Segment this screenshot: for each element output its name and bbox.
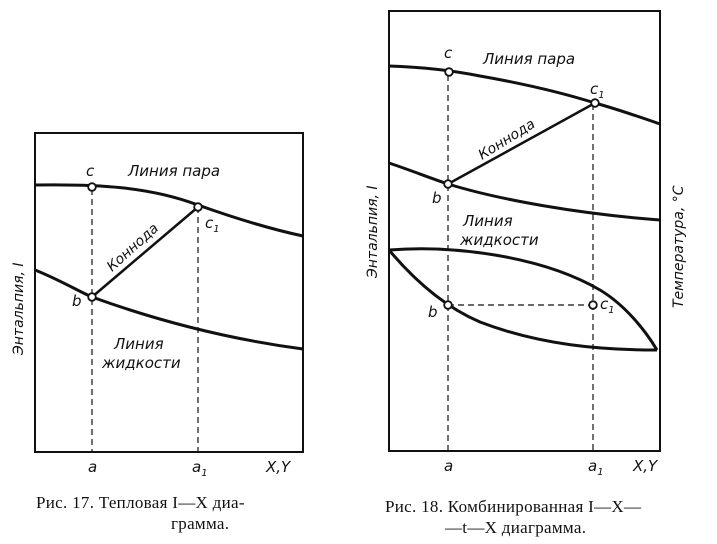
figure-17: c c1 b Линия пара Коннода Линия жидкости… xyxy=(11,132,304,479)
fig18-point-b xyxy=(443,179,453,189)
fig18-frame xyxy=(388,10,661,452)
fig18-point-c1-label: c1 xyxy=(590,80,605,101)
fig18-x-tick-a1: a1 xyxy=(588,457,604,478)
fig17-point-c1-label: c1 xyxy=(205,214,220,235)
fig17-liquid-line-label-1: Линия xyxy=(113,335,164,353)
fig17-vapor-line-label: Линия пара xyxy=(127,162,220,180)
figure-18: c Линия пара c1 Коннода b Линия жидкости… xyxy=(365,10,687,478)
fig18-point-c1-bottom xyxy=(588,300,598,310)
fig17-tie-line-label: Коннода xyxy=(104,220,162,274)
fig18-y-axis-label: Энтальпия, I xyxy=(365,185,381,279)
fig17-caption-line1: Рис. 17. Тепловая I—X диа- xyxy=(36,493,245,512)
fig17-point-c-label: c xyxy=(86,162,95,180)
fig17-x-axis-label: X,Y xyxy=(265,458,292,476)
fig18-caption-line1: Рис. 18. Комбинированная I—X— xyxy=(385,497,642,516)
fig18-right-axis-label: Температура, °С xyxy=(671,185,687,308)
fig18-liquid-line-label-1: Линия xyxy=(462,212,513,230)
fig18-dew-curve xyxy=(388,247,659,351)
fig18-point-c-label: c xyxy=(444,44,453,62)
fig17-x-tick-a1: a1 xyxy=(192,458,208,479)
fig18-point-b-bottom xyxy=(443,300,453,310)
fig18-liquid-line xyxy=(388,161,661,222)
fig18-point-b-label: b xyxy=(432,189,442,207)
fig17-point-c xyxy=(87,182,97,192)
fig17-y-axis-label: Энтальпия, I xyxy=(11,262,27,356)
fig17-liquid-line-label-2: жидкости xyxy=(101,354,181,372)
fig18-vapor-line xyxy=(388,64,661,126)
fig18-point-c1 xyxy=(590,98,600,108)
fig17-vapor-line xyxy=(34,183,304,238)
fig17-liquid-line xyxy=(34,268,304,351)
fig18-point-c1-bottom-label: c1 xyxy=(600,295,615,316)
fig17-frame xyxy=(34,132,304,453)
fig18-liquid-line-label-2: жидкости xyxy=(459,231,539,249)
fig18-boiling-curve xyxy=(387,249,658,352)
fig18-caption-line2: —t—X диаграмма. xyxy=(445,518,587,537)
fig18-point-c xyxy=(444,67,454,77)
fig17-point-b-label: b xyxy=(72,292,82,310)
fig18-x-axis-label: X,Y xyxy=(632,457,659,475)
fig18-vapor-line-label: Линия пара xyxy=(482,50,575,68)
fig17-caption-line2: грамма. xyxy=(171,514,230,533)
fig18-point-b-bottom-label: b xyxy=(428,303,438,321)
fig18-tie-line xyxy=(447,101,596,186)
fig18-x-tick-a: a xyxy=(444,457,453,475)
fig17-caption: Рис. 17. Тепловая I—X диа- грамма. xyxy=(36,492,346,534)
fig17-x-tick-a: a xyxy=(88,458,97,476)
fig17-point-c1 xyxy=(193,202,203,212)
fig17-tie-line xyxy=(91,206,199,298)
fig17-point-b xyxy=(87,292,97,302)
fig18-caption: Рис. 18. Комбинированная I—X— —t—X диагр… xyxy=(385,496,715,538)
